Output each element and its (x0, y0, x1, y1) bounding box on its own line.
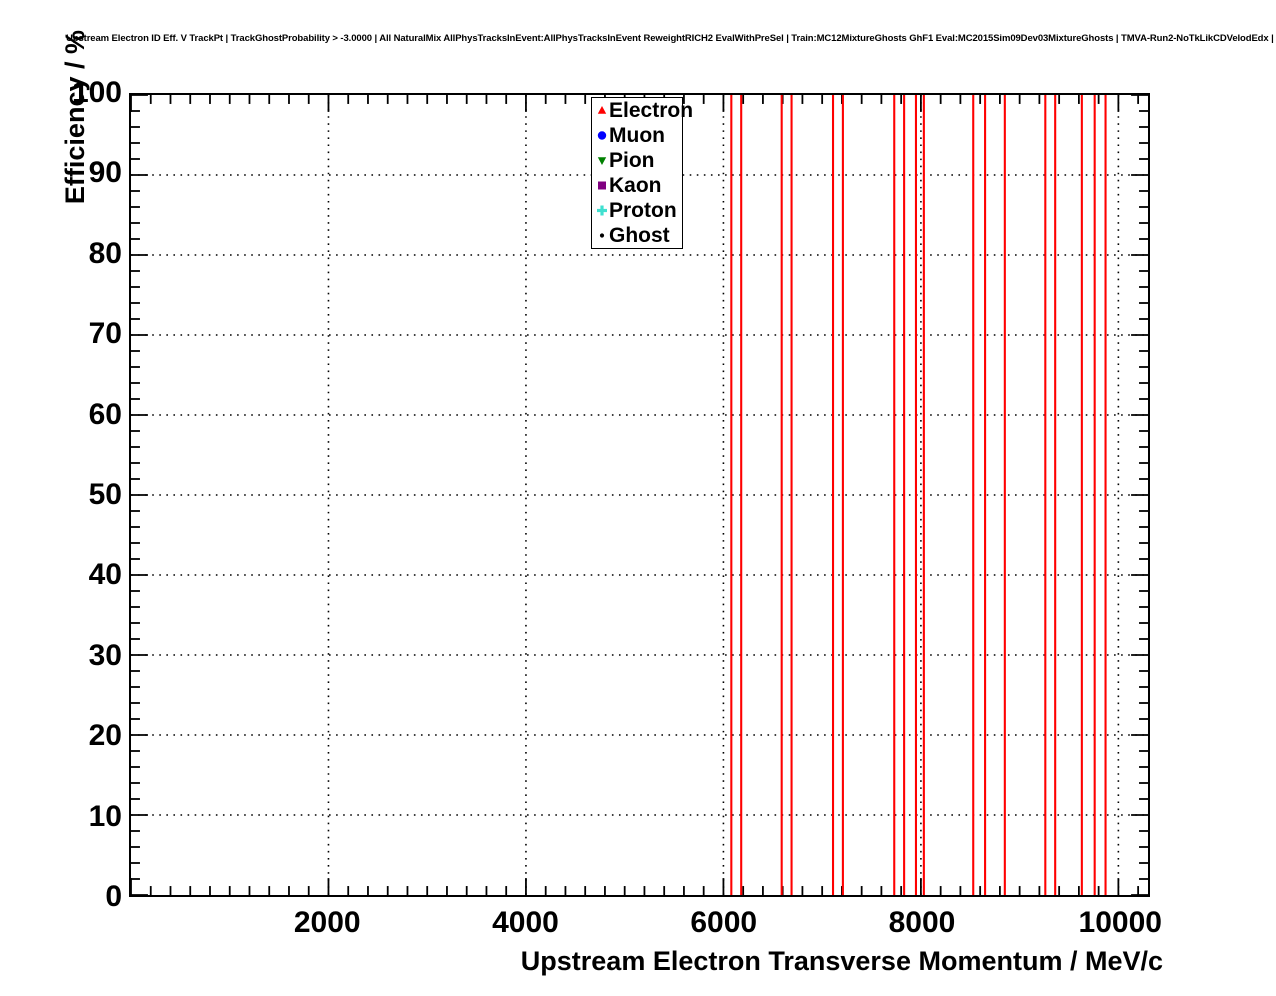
x-axis-title: Upstream Electron Transverse Momentum / … (520, 946, 1163, 976)
plot-drawing-area (131, 95, 1148, 895)
page-title: Upstream Electron ID Eff. V TrackPt | Tr… (66, 33, 1276, 44)
legend-item[interactable]: Electron (592, 98, 693, 123)
y-tick-label: 60 (88, 397, 122, 431)
y-tick-label: 30 (88, 638, 122, 672)
x-tick-label: 2000 (293, 906, 361, 939)
cross-marker (594, 198, 610, 223)
legend-item-label: Electron (609, 99, 694, 122)
y-tick-label: 90 (88, 156, 122, 190)
square-marker (594, 173, 610, 198)
legend-item-label: Proton (609, 199, 677, 222)
series-electron-errorbars (730, 95, 1107, 895)
legend[interactable]: Electron Muon Pion Kaon Proton Ghost (591, 97, 693, 249)
y-tick-label: 70 (88, 317, 122, 351)
y-tick-label: 100 (71, 76, 122, 109)
x-tick-label: 4000 (492, 906, 559, 939)
triangle-down-marker (594, 148, 610, 173)
y-tick-label: 20 (88, 719, 122, 753)
legend-item[interactable]: Kaon (592, 173, 682, 198)
x-tick-label: 10000 (1078, 906, 1162, 939)
legend-item-label: Kaon (609, 174, 662, 197)
y-tick-label: 10 (88, 799, 122, 833)
legend-item-label: Muon (609, 124, 665, 147)
legend-item[interactable]: Muon (592, 123, 682, 148)
legend-item-label: Pion (609, 149, 655, 172)
dot-marker (594, 223, 610, 248)
legend-item-label: Ghost (609, 224, 670, 247)
legend-item[interactable]: Pion (592, 148, 682, 173)
circle-marker (594, 123, 610, 148)
y-tick-label: 80 (88, 236, 122, 270)
y-tick-label: 0 (105, 880, 122, 913)
legend-item[interactable]: Ghost (592, 223, 682, 248)
y-tick-label: 50 (88, 478, 122, 511)
y-axis-tick-labels: 100 90 80 70 60 50 40 30 20 10 0 (0, 0, 122, 996)
x-tick-label: 8000 (888, 906, 956, 939)
axis-ticks (131, 95, 1148, 895)
x-tick-label: 6000 (690, 906, 758, 939)
triangle-up-marker (594, 98, 610, 123)
legend-item[interactable]: Proton (592, 198, 682, 223)
y-tick-label: 40 (88, 558, 122, 592)
